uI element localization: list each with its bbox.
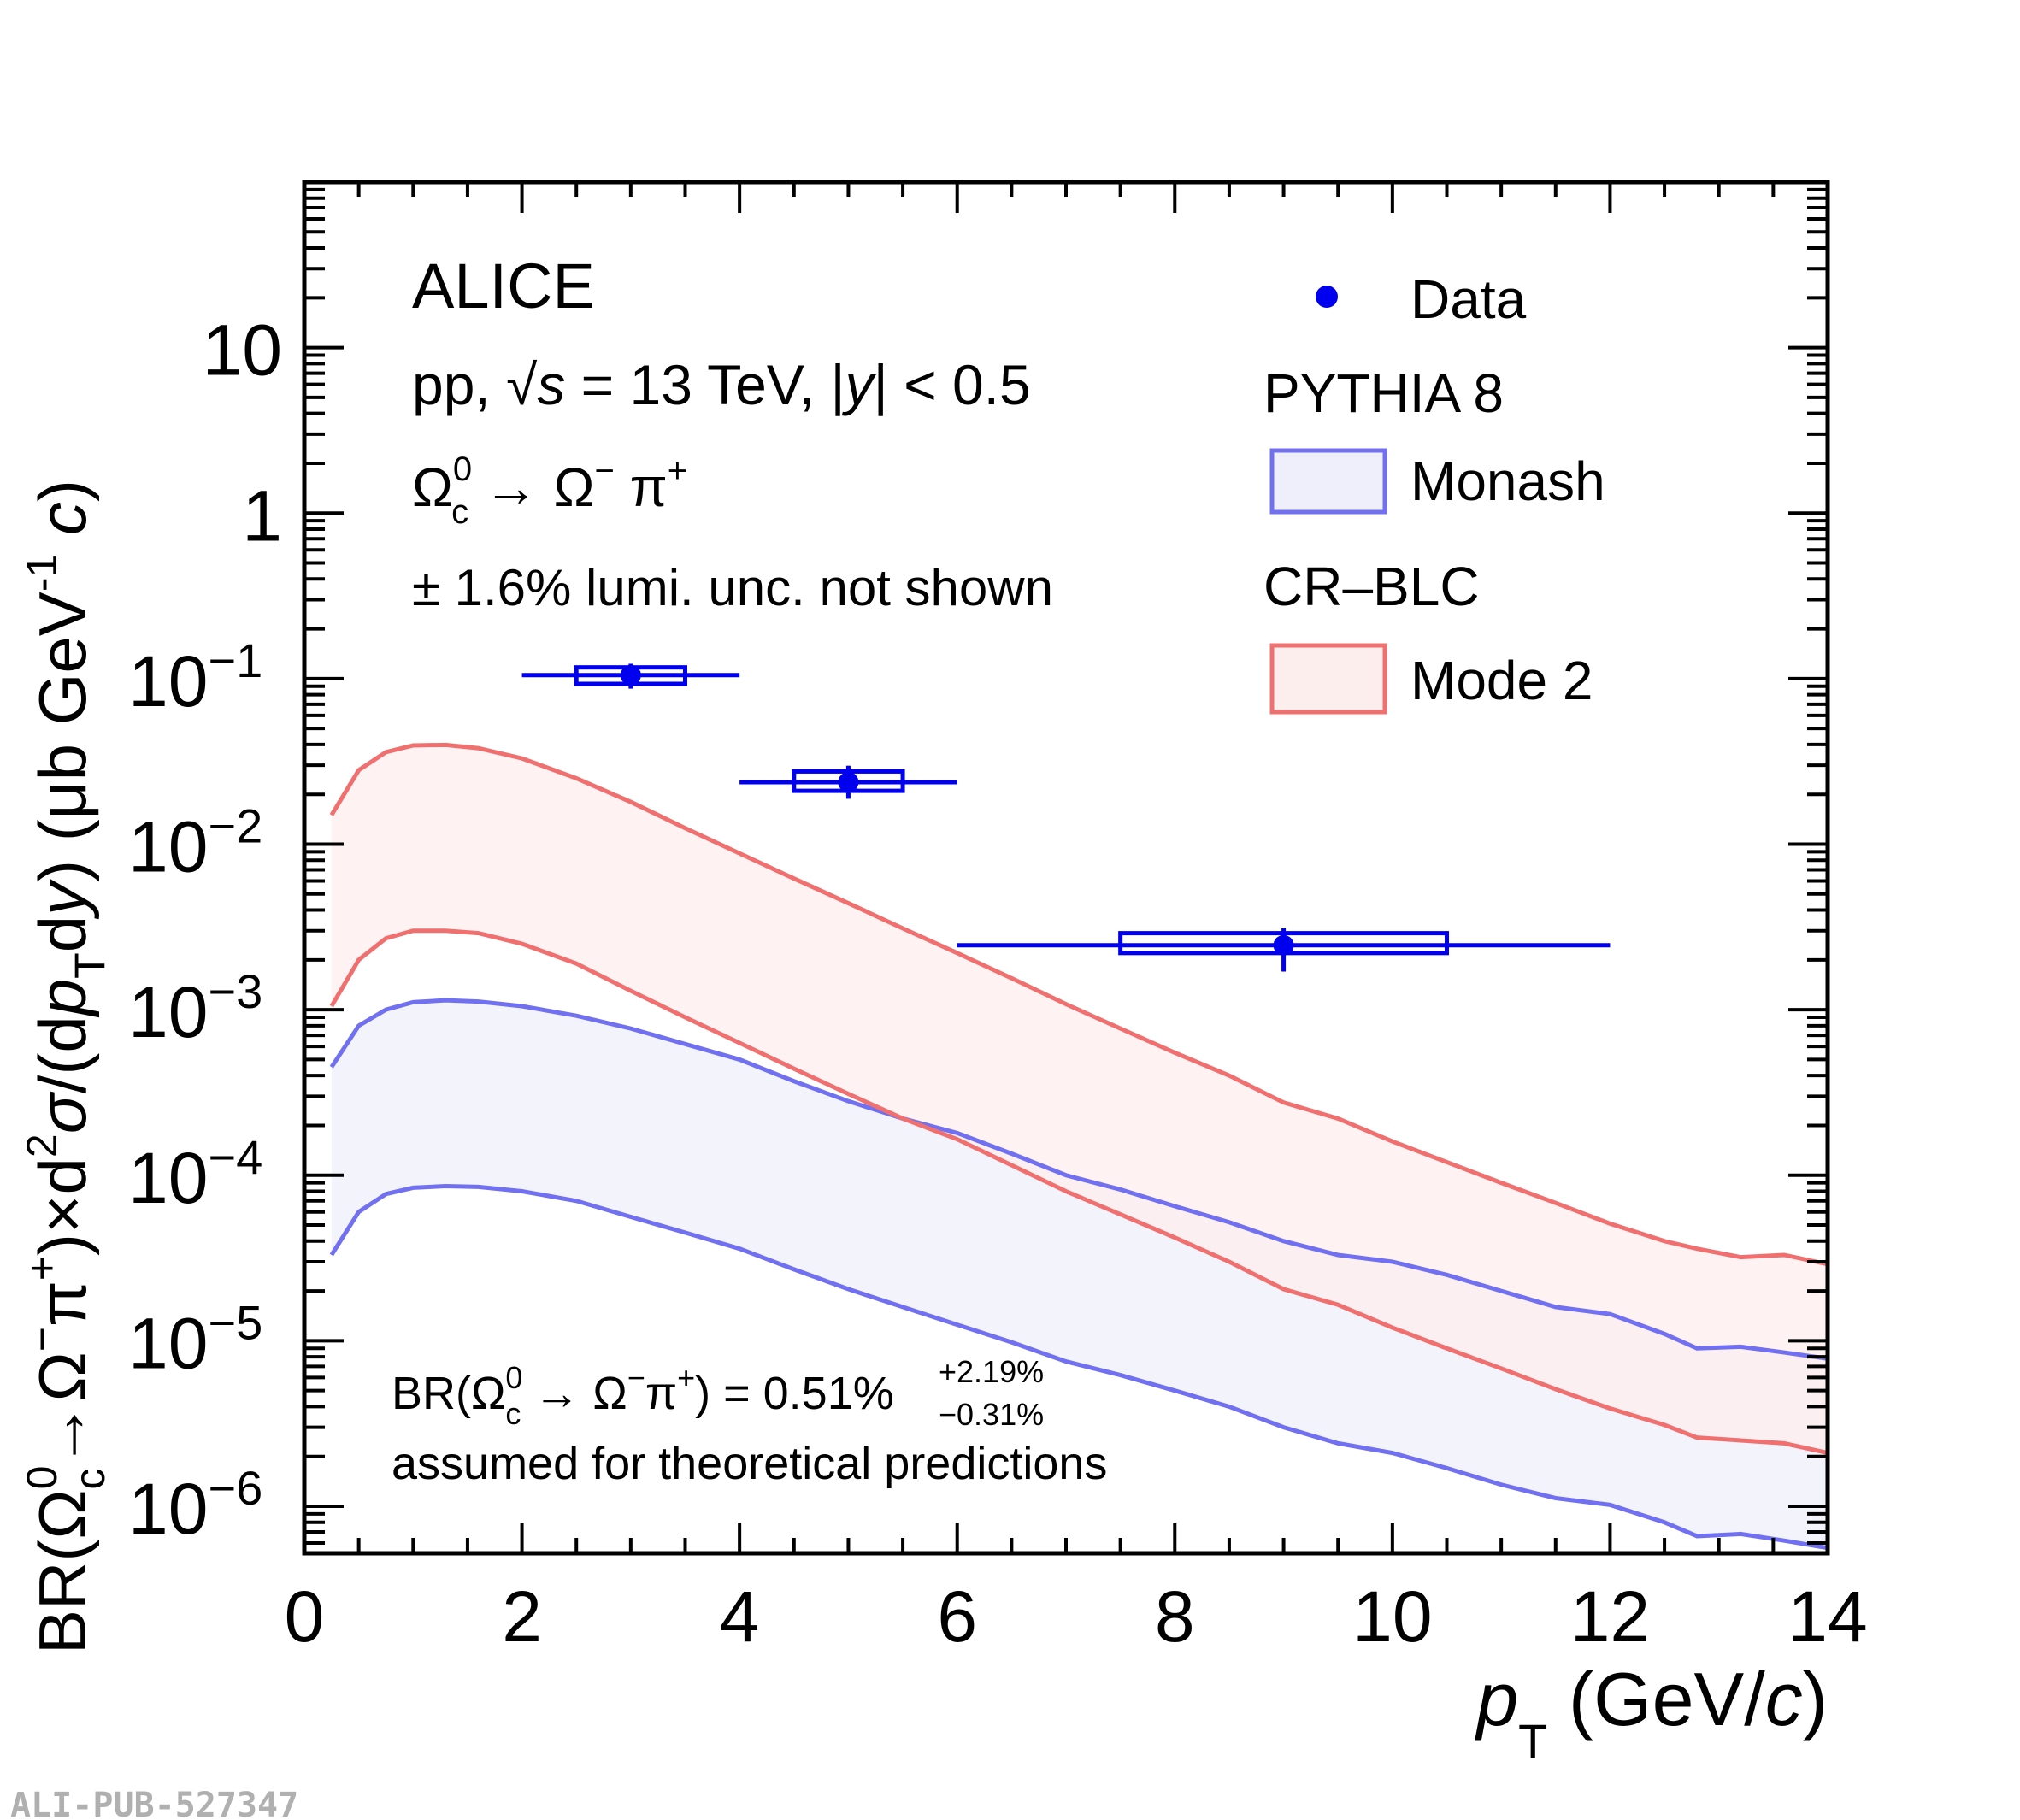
legend-mode2-label: Mode 2 — [1410, 650, 1593, 711]
x-tick-label: 4 — [720, 1576, 760, 1657]
x-tick-label: 14 — [1787, 1576, 1867, 1657]
legend-data-marker — [1316, 286, 1338, 308]
y-tick-label-exponent: −2 — [208, 799, 262, 853]
y-tick-label: 10 — [203, 310, 282, 391]
legend-pythia-label: PYTHIA 8 — [1263, 362, 1504, 424]
legend-mode2-swatch — [1272, 645, 1385, 712]
branching-ratio-error-up: +2.19% — [939, 1354, 1044, 1389]
x-tick-label: 0 — [285, 1576, 325, 1657]
y-tick-label-base: 10 — [128, 1469, 208, 1549]
chart-canvas: 0 2 4 6 8 10 12 14 10−610−510−410−310−210−1110 … — [0, 0, 2020, 1820]
data-point — [1274, 935, 1294, 956]
y-tick-label-base: 10 — [128, 1138, 208, 1218]
legend-crblc-label: CR–BLC — [1263, 556, 1480, 617]
y-tick-label-exponent: −6 — [208, 1461, 262, 1515]
y-tick-label-exponent: −4 — [208, 1130, 262, 1184]
data-point — [838, 772, 858, 792]
y-tick-label: 1 — [242, 475, 282, 556]
y-tick-label-exponent: −3 — [208, 964, 262, 1018]
branching-ratio-error-down: −0.31% — [939, 1397, 1044, 1432]
experiment-label: ALICE — [412, 250, 595, 321]
legend-data-label: Data — [1410, 268, 1527, 330]
x-tick-label: 6 — [937, 1576, 977, 1657]
y-tick-label-base: 10 — [128, 807, 208, 887]
x-tick-label: 10 — [1352, 1576, 1432, 1657]
y-tick-label-exponent: −1 — [208, 633, 262, 687]
legend-monash-swatch — [1272, 451, 1385, 512]
y-tick-label-base: 10 — [128, 972, 208, 1052]
x-tick-label: 2 — [502, 1576, 542, 1657]
legend-monash-label: Monash — [1410, 451, 1605, 512]
x-tick-label: 8 — [1155, 1576, 1195, 1657]
y-tick-label-base: 10 — [128, 641, 208, 722]
branching-ratio-note: assumed for theoretical predictions — [392, 1438, 1107, 1489]
y-axis-title: BR(Ω0c→Ω−π+)×d2σ/(dpTdy) (μb GeV-1 c) — [18, 480, 114, 1654]
y-tick-label-exponent: −5 — [208, 1295, 262, 1349]
collision-system-label: pp, √s = 13 TeV, |y| < 0.5 — [412, 353, 1031, 416]
publication-id-watermark: ALI-PUB-527347 — [10, 1786, 298, 1820]
data-point — [621, 665, 641, 686]
y-tick-label-base: 10 — [128, 1303, 208, 1383]
x-tick-label: 12 — [1570, 1576, 1650, 1657]
luminosity-note: ± 1.6% lumi. unc. not shown — [412, 559, 1053, 616]
